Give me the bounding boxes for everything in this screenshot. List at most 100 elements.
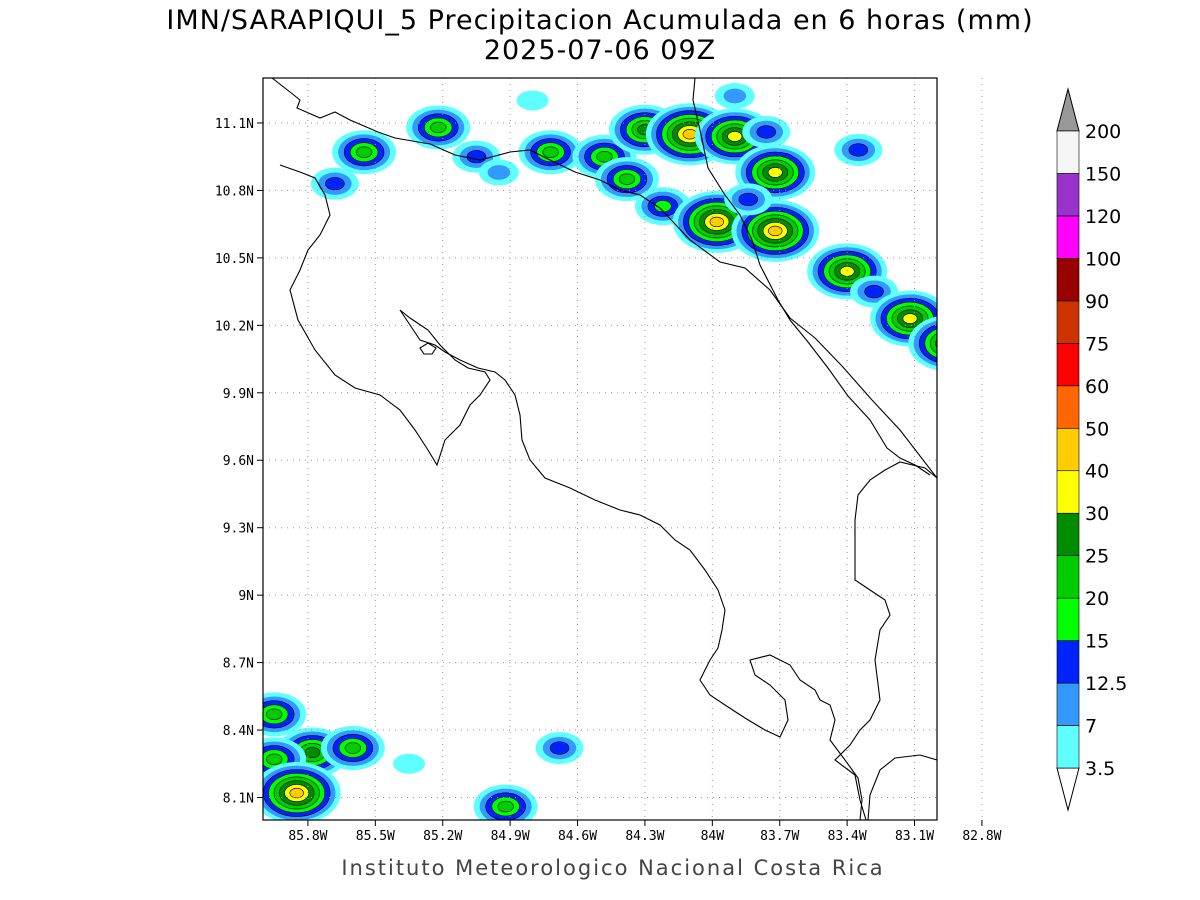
precip-contour-7 bbox=[1027, 417, 1050, 432]
panama-border bbox=[834, 461, 937, 820]
precip-contour-12_5 bbox=[738, 192, 759, 207]
precip-contour-12_5 bbox=[848, 143, 869, 157]
lat-tick-label: 10.2N bbox=[215, 319, 254, 334]
lon-tick-label: 83.4W bbox=[828, 829, 867, 844]
precip-contour-7 bbox=[974, 370, 1026, 406]
map-subtitle-datetime: 2025-07-06 09Z bbox=[483, 35, 717, 66]
gulf-of-nicoya-coast bbox=[399, 309, 863, 820]
colorbar-level-label: 200 bbox=[1085, 121, 1121, 143]
lon-tick-label: 85.5W bbox=[356, 829, 395, 844]
precip-contour-20 bbox=[596, 151, 613, 163]
precip-cell bbox=[968, 366, 1032, 410]
precip-contour-7 bbox=[723, 88, 747, 104]
colorbar-swatch bbox=[1056, 215, 1080, 259]
precip-cell bbox=[714, 82, 755, 109]
colorbar-swatch bbox=[1056, 597, 1080, 641]
precip-contour-30 bbox=[902, 313, 918, 324]
lon-tick-label: 84W bbox=[701, 829, 725, 844]
colorbar-level-label: 120 bbox=[1085, 206, 1121, 228]
precip-contour-20 bbox=[344, 742, 362, 754]
precip-cell bbox=[320, 726, 385, 771]
lat-tick-label: 10.5N bbox=[215, 252, 254, 267]
precip-cell bbox=[724, 183, 773, 216]
osa-island-outline bbox=[419, 342, 437, 355]
colorbar-legend: 3.5 7 12.5 15 20 25 30 40 50 60 75 90 100 120 150 200 bbox=[1056, 87, 1127, 812]
lat-tick-label: 11.1N bbox=[215, 117, 254, 132]
lat-lon-grid bbox=[257, 78, 983, 826]
colorbar-swatch bbox=[1056, 470, 1080, 514]
precip-contour-30 bbox=[727, 131, 743, 142]
precip-cell bbox=[992, 390, 1040, 422]
colorbar-level-label: 40 bbox=[1085, 461, 1109, 483]
colorbar-level-label: 20 bbox=[1085, 588, 1109, 610]
precip-cell bbox=[731, 199, 820, 262]
precip-contour-30 bbox=[839, 266, 855, 277]
precip-contour-12_5 bbox=[325, 177, 345, 191]
precip-contour-12_5 bbox=[1006, 400, 1025, 413]
precip-contour-40 bbox=[682, 129, 698, 140]
precip-contour-3_5 bbox=[954, 348, 1018, 392]
lat-tick-label: 8.7N bbox=[223, 657, 254, 672]
colorbar-swatch bbox=[1056, 427, 1080, 472]
nicoya-peninsula-coast bbox=[279, 164, 491, 467]
colorbar-swatch bbox=[1056, 385, 1080, 429]
burica-border-coast bbox=[867, 754, 937, 820]
lat-tick-label: 8.1N bbox=[223, 792, 254, 807]
precip-contour-12_5 bbox=[864, 285, 884, 299]
precip-cell bbox=[954, 348, 1018, 392]
pacific-coastline bbox=[271, 78, 937, 479]
map-title: IMN/SARAPIQUI_5 Precipitacion Acumulada … bbox=[166, 5, 1034, 36]
precip-contour-25 bbox=[935, 338, 937, 348]
precip-contour-20 bbox=[355, 146, 373, 158]
lon-tick-label: 83.1W bbox=[895, 829, 934, 844]
precip-cell bbox=[834, 133, 883, 166]
caribbean-coastline bbox=[692, 78, 931, 476]
precip-contour-3_5 bbox=[516, 90, 549, 111]
precip-cell bbox=[735, 144, 816, 201]
precip-contour-15 bbox=[973, 361, 1001, 380]
lon-tick-label: 85.2W bbox=[423, 829, 462, 844]
lat-tick-label: 9.6N bbox=[223, 454, 254, 469]
axis-tick-labels: 11.1N 10.8N 10.5N 10.2N 9.9N 9.6N 9.3N 9N 8.7N 8.… bbox=[215, 117, 1002, 844]
precip-cell bbox=[263, 762, 341, 820]
precip-contour-15 bbox=[654, 200, 672, 213]
map-frame bbox=[262, 77, 938, 821]
precip-contour-25 bbox=[304, 747, 321, 759]
colorbar-level-label: 75 bbox=[1085, 333, 1109, 355]
colorbar-swatch bbox=[1056, 512, 1080, 556]
colorbar-swatch bbox=[1056, 173, 1080, 217]
precip-cell bbox=[263, 692, 307, 737]
colorbar-level-label: 150 bbox=[1085, 163, 1121, 185]
colorbar-level-label: 12.5 bbox=[1085, 673, 1127, 695]
precip-contour-20 bbox=[929, 333, 937, 354]
precip-contour-20 bbox=[266, 753, 283, 765]
lon-tick-label: 83.7W bbox=[760, 829, 799, 844]
precip-contour-40 bbox=[289, 787, 304, 799]
precip-contour-40 bbox=[768, 225, 783, 237]
precip-contour-20 bbox=[979, 365, 995, 376]
colorbar-swatch bbox=[1056, 725, 1080, 769]
precip-contour-30 bbox=[767, 167, 783, 178]
precip-contour-7 bbox=[487, 165, 511, 180]
colorbar-level-label: 60 bbox=[1085, 376, 1109, 398]
colorbar-level-label: 100 bbox=[1085, 248, 1121, 270]
precip-contour-20 bbox=[992, 383, 1008, 394]
precip-contour-12_5 bbox=[756, 125, 777, 139]
colorbar-swatch bbox=[1056, 258, 1080, 302]
precip-contour-20 bbox=[497, 800, 514, 813]
precip-cell bbox=[908, 316, 937, 371]
lon-tick-label: 84.9W bbox=[491, 829, 530, 844]
footer-credit: Instituto Meteorologico Nacional Costa R… bbox=[341, 856, 885, 880]
colorbar-swatch bbox=[1056, 343, 1080, 387]
colorbar-level-label: 15 bbox=[1085, 631, 1109, 653]
precipitation-field bbox=[263, 82, 1050, 820]
precip-contour-20 bbox=[430, 121, 447, 134]
precip-contour-20 bbox=[266, 708, 283, 721]
colorbar-swatch bbox=[1056, 555, 1080, 599]
lat-tick-label: 10.8N bbox=[215, 184, 254, 199]
precip-cell bbox=[742, 115, 791, 148]
colorbar-swatch bbox=[1056, 130, 1080, 174]
colorbar-top-arrow bbox=[1056, 87, 1080, 132]
precip-contour-20 bbox=[542, 146, 559, 158]
